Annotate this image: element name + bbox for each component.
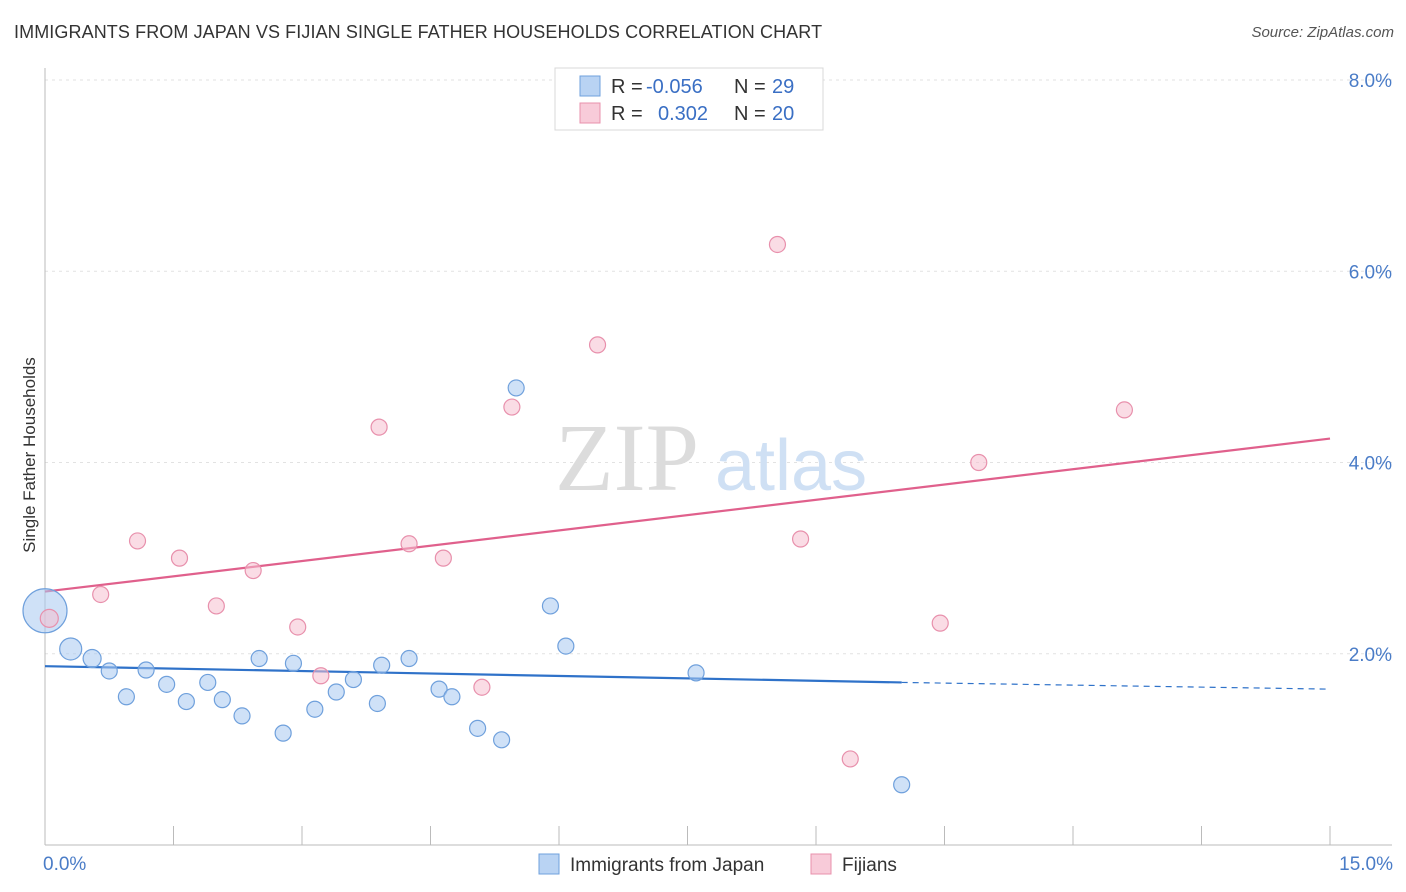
bottom-legend-label-fijians: Fijians [842,855,897,876]
point-japan-1 [59,637,83,661]
watermark-atlas: atlas [715,426,867,506]
point-japan-12 [274,724,292,742]
y-tick-label-4: 4.0% [1349,454,1392,475]
watermark: ZIP atlas [555,404,867,511]
x-tick-label-max: 15.0% [1339,854,1393,875]
bottom-legend-swatch-japan [538,853,560,875]
point-japan-19 [400,649,418,668]
point-fijians-14 [768,235,787,254]
point-japan-8 [199,673,217,692]
point-japan-22 [469,719,487,737]
y-axis-label: Single Father Households [20,357,39,553]
y-tick-label-2: 2.0% [1349,645,1392,666]
legend-r-label-1: R = [611,76,643,98]
point-japan-4 [117,688,135,706]
point-japan-10 [233,707,251,725]
point-fijians-6 [289,618,307,636]
point-japan-26 [557,637,575,655]
legend-swatch-japan [579,75,601,97]
point-japan-16 [344,670,362,689]
point-japan-11 [250,649,268,668]
axes [44,68,1392,846]
point-fijians-9 [400,535,418,553]
point-japan-24 [507,379,525,397]
series-legend: Immigrants from Japan Fijians [538,853,897,876]
watermark-zip: ZIP [555,404,699,511]
stats-legend: R = -0.056 N = 29 R = 0.302 N = 20 [554,67,824,131]
point-japan-17 [368,694,386,713]
trend-line-dashed-0 [901,681,1331,690]
point-japan-28 [893,776,911,794]
legend-r-label-2: R = [611,103,643,125]
point-fijians-16 [841,750,859,768]
point-japan-25 [541,597,560,615]
point-fijians-3 [170,549,189,567]
chart-title: IMMIGRANTS FROM JAPAN VS FIJIAN SINGLE F… [14,22,823,42]
point-fijians-1 [92,585,110,604]
point-fijians-4 [207,597,225,615]
point-fijians-11 [473,678,491,696]
trend-line-0 [44,665,902,684]
legend-n-value-1: 29 [772,76,794,98]
point-japan-20 [430,680,448,698]
bottom-legend-label-japan: Immigrants from Japan [570,855,764,876]
data-points [22,235,1134,794]
point-japan-27 [687,664,705,682]
y-tick-label-6: 6.0% [1349,262,1392,283]
legend-r-value-1: -0.056 [646,76,703,98]
point-fijians-13 [588,336,607,354]
point-japan-9 [213,691,231,709]
point-fijians-17 [931,614,949,632]
point-fijians-7 [312,667,330,685]
legend-n-label-2: N = [734,103,766,125]
point-japan-6 [158,675,176,693]
legend-n-value-2: 20 [772,103,794,125]
y-tick-label-8: 8.0% [1349,71,1392,92]
point-japan-2 [82,648,102,669]
point-japan-21 [443,688,461,706]
source-label: Source: ZipAtlas.com [1251,24,1394,41]
point-fijians-8 [370,418,388,436]
point-japan-13 [284,654,303,672]
point-japan-7 [177,692,195,711]
point-japan-18 [373,656,391,674]
legend-r-value-2: 0.302 [658,103,708,125]
point-fijians-0 [39,608,59,628]
point-japan-23 [493,731,511,749]
point-fijians-15 [791,530,810,548]
point-fijians-2 [128,532,147,550]
point-fijians-19 [1115,401,1134,419]
point-fijians-18 [970,453,988,472]
grid-lines [45,79,1392,655]
point-fijians-5 [244,561,262,580]
tick-labels: 2.0% 4.0% 6.0% 8.0% 0.0% 15.0% [43,71,1393,875]
point-fijians-12 [503,398,521,416]
legend-swatch-fijians [579,102,601,124]
point-japan-5 [137,661,155,679]
point-japan-15 [327,683,345,701]
point-japan-14 [306,700,324,718]
bottom-legend-swatch-fijians [810,853,832,875]
point-japan-3 [100,662,118,680]
x-tick-label-min: 0.0% [43,854,86,875]
legend-n-label-1: N = [734,76,766,98]
point-fijians-10 [434,549,452,567]
